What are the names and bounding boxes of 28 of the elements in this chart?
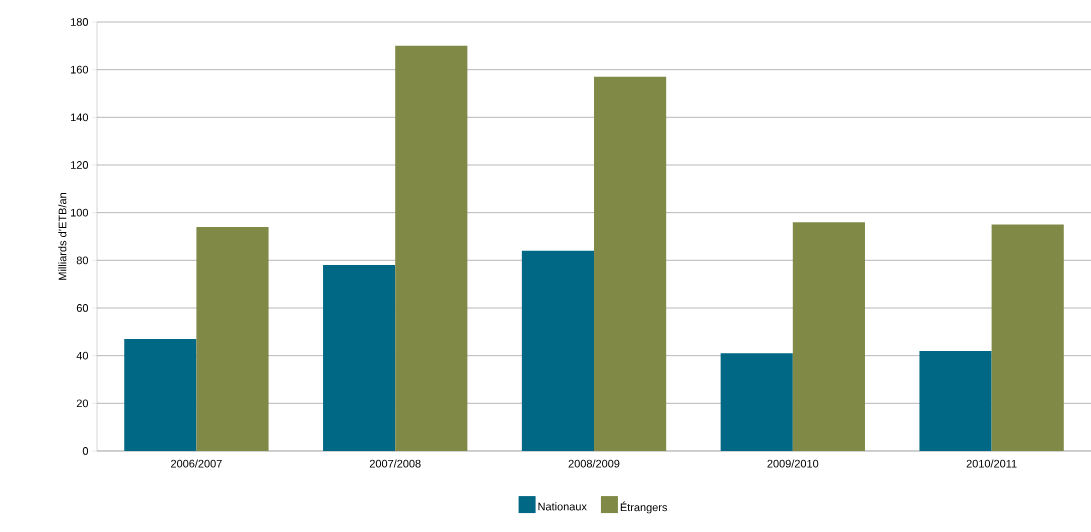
bar <box>720 353 793 451</box>
x-tick-label: 2007/2008 <box>369 459 421 468</box>
bar <box>919 350 992 451</box>
y-tick-label: 120 <box>71 161 89 169</box>
y-tick-label: 20 <box>76 399 89 408</box>
y-tick-label: 100 <box>71 208 89 217</box>
y-tick-label: 80 <box>76 256 89 265</box>
y-axis-title: Milliards d’ETB/an <box>58 193 67 280</box>
bar <box>124 338 197 451</box>
x-tick-label: 2006/2007 <box>171 459 222 468</box>
legend-label: Nationaux <box>538 502 587 511</box>
y-tick-label: 0 <box>82 447 89 455</box>
bar <box>196 226 269 451</box>
x-tick-label: 2009/2010 <box>767 459 819 468</box>
bar <box>395 45 468 451</box>
bar <box>991 224 1064 451</box>
y-tick-label: 40 <box>76 351 89 360</box>
x-tick-label: 2010/2011 <box>966 459 1017 468</box>
y-tick-label: 140 <box>71 113 89 122</box>
y-tick-label: 160 <box>71 65 89 74</box>
bar <box>792 222 865 451</box>
bar <box>521 250 595 451</box>
bar <box>594 76 667 451</box>
bar <box>323 265 396 451</box>
x-tick-label: 2008/2009 <box>568 459 620 468</box>
y-tick-label: 180 <box>71 18 89 26</box>
y-tick-label: 60 <box>76 304 89 312</box>
legend-label: Étrangers <box>620 501 668 514</box>
